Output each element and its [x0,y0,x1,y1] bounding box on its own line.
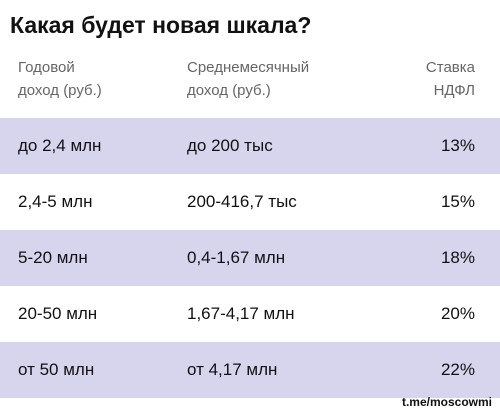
table-cell: 1,67-4,17 млн [187,304,295,323]
header-line: Среднемесячный [187,59,310,76]
table-row: от 50 млн от 4,17 млн 22% [0,342,500,398]
header-line: Ставка [425,59,475,76]
table-cell: 13% [440,136,475,155]
header-line: доход (руб.) [18,82,102,99]
table-cell: 20% [440,304,475,323]
table-cell: 5-20 млн [18,248,88,267]
table-row: 20-50 млн 1,67-4,17 млн 20% [0,286,500,342]
table-cell: до 2,4 млн [18,136,102,155]
table-cell: 22% [440,360,475,379]
table-cell: 2,4-5 млн [18,192,93,211]
footer: t.me/moscowmi [401,395,492,409]
table-row: 5-20 млн 0,4-1,67 млн 18% [0,230,500,286]
header-line: доход (руб.) [187,82,271,99]
header-line: НДФЛ [433,82,475,99]
table-cell: 20-50 млн [18,304,98,323]
table-cell: от 4,17 млн [187,360,278,379]
table-cell: 0,4-1,67 млн [187,248,286,267]
table-cell: 15% [440,192,475,211]
table-row: до 2,4 млн до 200 тыс 13% [0,118,500,174]
header-cell: Среднемесячный доход (руб.) [187,56,309,102]
table-cell: до 200 тыс [187,136,273,155]
table-row: 2,4-5 млн 200-416,7 тыс 15% [0,174,500,230]
header-line: Годовой [18,59,75,76]
title: Какая будет новая шкала? [10,12,312,38]
header-cell: Годовой доход (руб.) [18,56,102,102]
table-cell: от 50 млн [18,360,95,379]
table-cell: 200-416,7 тыс [187,192,297,211]
header-cell: Ставка НДФЛ [426,56,475,102]
table-cell: 18% [440,248,475,267]
